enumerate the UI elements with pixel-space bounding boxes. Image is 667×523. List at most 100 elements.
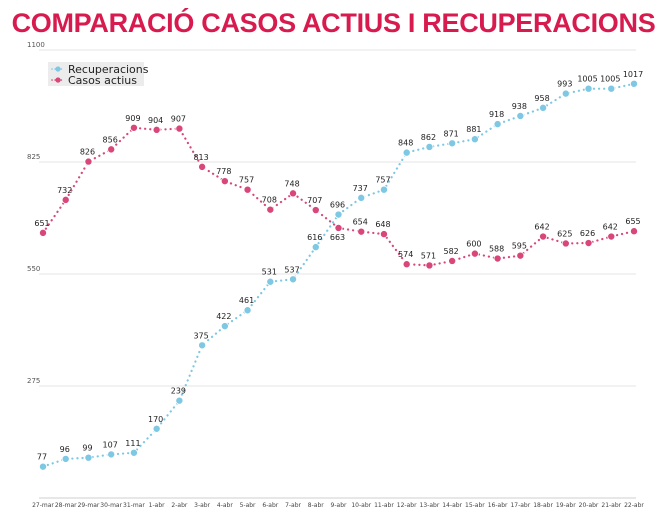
- data-point-casos-actius: [198, 162, 207, 171]
- x-tick-label: 9-abr: [331, 502, 347, 509]
- legend-label-casos-actius: Casos actius: [68, 74, 137, 87]
- x-tick-label: 19-abr: [556, 502, 576, 509]
- data-point-recuperacions: [357, 193, 366, 202]
- data-point-recuperacions: [470, 135, 479, 144]
- x-tick-label: 20-abr: [579, 502, 599, 509]
- data-label-casos-actius: 651: [34, 219, 49, 228]
- y-tick-label: 825: [27, 153, 40, 161]
- data-label-recuperacions: 737: [353, 184, 368, 193]
- data-label-recuperacions: 918: [489, 110, 504, 119]
- data-point-casos-actius: [266, 205, 275, 214]
- y-axis: 275 550 825 1100: [27, 41, 45, 385]
- data-label-recuperacions: 862: [421, 133, 436, 142]
- data-point-casos-actius: [39, 228, 48, 237]
- data-point-casos-actius: [175, 124, 184, 133]
- data-label-recuperacions: 757: [375, 176, 390, 185]
- data-label-recuperacions: 871: [444, 129, 459, 138]
- data-label-casos-actius: 588: [489, 245, 504, 254]
- data-label-recuperacions: 1005: [577, 75, 597, 84]
- data-label-casos-actius: 909: [125, 114, 140, 123]
- x-tick-label: 8-abr: [308, 502, 324, 509]
- data-label-casos-actius: 595: [512, 242, 527, 251]
- data-point-casos-actius: [425, 261, 434, 270]
- data-label-casos-actius: 708: [262, 196, 277, 205]
- data-label-recuperacions: 99: [82, 444, 92, 453]
- data-point-recuperacions: [39, 462, 48, 471]
- series-line-recuperacions: [41, 82, 636, 468]
- data-point-recuperacions: [561, 89, 570, 98]
- data-point-casos-actius: [152, 125, 161, 134]
- data-label-recuperacions: 696: [330, 201, 345, 210]
- data-label-casos-actius: 648: [375, 220, 390, 229]
- data-point-recuperacions: [129, 448, 138, 457]
- data-point-casos-actius: [220, 177, 229, 186]
- data-point-recuperacions: [175, 396, 184, 405]
- x-tick-label: 1-abr: [149, 502, 165, 509]
- data-label-casos-actius: 856: [103, 135, 118, 144]
- data-point-recuperacions: [152, 424, 161, 433]
- x-tick-label: 12-abr: [397, 502, 417, 509]
- data-point-casos-actius: [448, 256, 457, 265]
- data-label-recuperacions: 111: [125, 439, 140, 448]
- data-point-casos-actius: [607, 232, 616, 241]
- data-label-casos-actius: 655: [625, 217, 640, 226]
- data-label-casos-actius: 778: [216, 167, 231, 176]
- data-point-recuperacions: [539, 103, 548, 112]
- data-label-casos-actius: 907: [171, 115, 186, 124]
- x-tick-label: 2-abr: [171, 502, 187, 509]
- series-group: [39, 79, 639, 471]
- x-tick-label: 6-abr: [262, 502, 278, 509]
- gridlines: [39, 49, 636, 387]
- data-label-casos-actius: 600: [466, 240, 481, 249]
- data-point-recuperacions: [607, 84, 616, 93]
- chart-title: COMPARACIÓ CASOS ACTIUS I RECUPERACIONS: [11, 8, 656, 38]
- series-line-casos-actius: [41, 126, 636, 267]
- data-point-recuperacions: [379, 185, 388, 194]
- data-label-casos-actius: 571: [421, 251, 436, 260]
- x-tick-label: 11-abr: [374, 502, 394, 509]
- data-label-casos-actius: 748: [284, 179, 299, 188]
- x-axis: 27-mar 28-mar 29-mar 30-mar 31-mar 1-abr 2-abr…: [32, 497, 644, 509]
- data-label-casos-actius: 813: [193, 153, 208, 162]
- data-label-recuperacions: 531: [262, 268, 277, 277]
- data-point-casos-actius: [129, 123, 138, 132]
- data-label-recuperacions: 938: [512, 102, 527, 111]
- data-point-recuperacions: [243, 306, 252, 315]
- x-tick-label: 7-abr: [285, 502, 301, 509]
- data-label-casos-actius: 707: [307, 196, 322, 205]
- data-label-casos-actius: 654: [353, 218, 368, 227]
- x-tick-label: 13-abr: [420, 502, 440, 509]
- data-label-recuperacions: 461: [239, 296, 254, 305]
- data-point-casos-actius: [289, 189, 298, 198]
- x-tick-label: 22-abr: [624, 502, 644, 509]
- data-label-recuperacions: 958: [534, 94, 549, 103]
- x-tick-label: 17-abr: [510, 502, 530, 509]
- data-label-recuperacions: 993: [557, 80, 572, 89]
- data-point-recuperacions: [311, 243, 320, 252]
- data-point-casos-actius: [357, 227, 366, 236]
- data-point-recuperacions: [289, 275, 298, 284]
- data-label-recuperacions: 1005: [600, 75, 620, 84]
- data-label-recuperacions: 239: [171, 387, 186, 396]
- data-label-recuperacions: 77: [37, 453, 47, 462]
- data-point-casos-actius: [584, 239, 593, 248]
- data-point-recuperacions: [61, 454, 70, 463]
- data-point-casos-actius: [311, 206, 320, 215]
- data-label-recuperacions: 1017: [623, 70, 643, 79]
- x-tick-label: 30-mar: [100, 502, 122, 509]
- legend-label-recuperacions: Recuperacions: [68, 63, 149, 76]
- data-point-casos-actius: [379, 230, 388, 239]
- data-point-casos-actius: [61, 195, 70, 204]
- x-tick-label: 10-abr: [351, 502, 371, 509]
- data-point-casos-actius: [561, 239, 570, 248]
- x-tick-label: 4-abr: [217, 502, 233, 509]
- data-label-recuperacions: 848: [398, 139, 413, 148]
- legend-box: [48, 62, 144, 86]
- data-label-casos-actius: 642: [603, 223, 618, 232]
- data-label-casos-actius: 904: [148, 116, 163, 125]
- x-tick-label: 31-mar: [123, 502, 145, 509]
- legend-swatch-marker-recuperacions: [55, 66, 61, 72]
- x-tick-label: 14-abr: [442, 502, 462, 509]
- data-point-casos-actius: [539, 232, 548, 241]
